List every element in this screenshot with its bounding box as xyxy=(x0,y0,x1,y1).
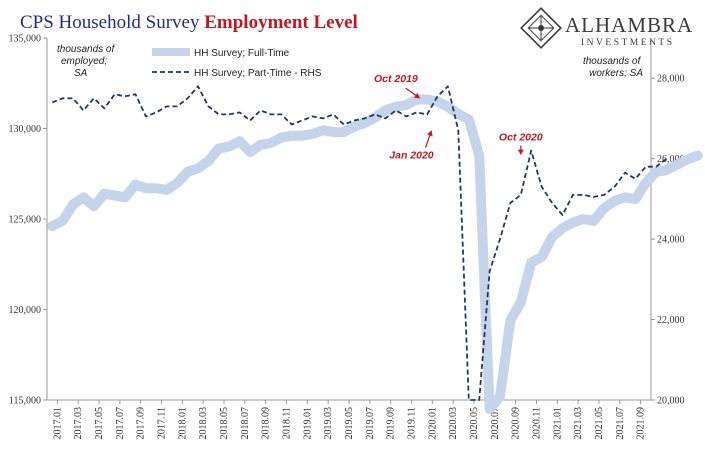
annotations: Oct 2019 Jan 2020 Oct 2020 xyxy=(374,73,543,161)
x-tick-label: 2021.05 xyxy=(594,407,605,440)
x-tick-label: 2017.03 xyxy=(73,407,84,440)
left-note-line-2: employed; xyxy=(61,56,107,67)
axis-ticks: 2017.01 2017.03 2017.05 2017.07 2017.09 2017.… xyxy=(9,34,685,440)
x-tick-label: 2020.05 xyxy=(469,407,480,440)
left-note-line-3: SA xyxy=(74,68,88,79)
logo-sub: INVESTMENTS xyxy=(581,38,674,48)
x-tick-label: 2020.01 xyxy=(427,407,438,440)
left-tick-label: 115,000 xyxy=(9,396,41,407)
right-axis-note: thousands of workers; SA xyxy=(583,56,643,79)
right-tick-label: 24,000 xyxy=(657,235,685,246)
x-tick-label: 2019.03 xyxy=(323,407,334,440)
left-tick-label: 120,000 xyxy=(9,305,42,316)
annotation-arrowhead xyxy=(414,92,420,99)
right-tick-label: 20,000 xyxy=(657,396,685,407)
x-tick-label: 2019.11 xyxy=(406,407,417,439)
x-tick-label: 2018.03 xyxy=(198,407,209,440)
x-tick-label: 2017.09 xyxy=(136,407,147,440)
x-tick-label: 2019.07 xyxy=(365,407,376,440)
x-tick-label: 2019.09 xyxy=(386,407,397,440)
x-tick-label: 2017.01 xyxy=(52,407,63,440)
annotation-label: Oct 2020 xyxy=(499,132,543,144)
right-tick-label: 22,000 xyxy=(657,315,685,326)
x-tick-label: 2021.03 xyxy=(573,407,584,440)
x-tick-label: 2018.05 xyxy=(219,407,230,440)
legend: HH Survey; Full-Time HH Survey; Part-Tim… xyxy=(152,48,322,79)
alhambra-diamond-icon xyxy=(520,7,562,49)
title-part-2: Employment Level xyxy=(204,12,358,33)
logo-name: ALHAMBRA xyxy=(565,13,693,37)
x-tick-label: 2020.11 xyxy=(531,407,542,439)
left-axis-note: thousands of employed; SA xyxy=(57,44,117,79)
right-note-line-2: workers; SA xyxy=(589,68,643,79)
right-tick-label: 28,000 xyxy=(657,74,685,85)
x-tick-label: 2021.09 xyxy=(636,407,647,440)
left-note-line-1: thousands of xyxy=(57,44,115,55)
x-tick-label: 2017.11 xyxy=(157,407,168,439)
annotation-arrowhead xyxy=(517,149,524,155)
right-tick-label: 26,000 xyxy=(657,154,685,165)
logo: ALHAMBRA INVESTMENTS xyxy=(520,7,693,49)
legend-label-part-time: HH Survey; Part-Time - RHS xyxy=(194,68,322,79)
left-tick-label: 135,000 xyxy=(9,34,42,45)
annotation-label: Oct 2019 xyxy=(374,73,418,85)
annotation-arrowhead xyxy=(426,130,433,137)
x-tick-label: 2021.07 xyxy=(615,407,626,440)
x-tick-label: 2017.07 xyxy=(115,407,126,440)
x-tick-label: 2018.11 xyxy=(282,407,293,439)
series xyxy=(47,85,703,415)
x-tick-label: 2020.07 xyxy=(490,407,501,440)
x-tick-label: 2017.05 xyxy=(94,407,105,440)
series-full-time-line xyxy=(47,94,703,415)
x-tick-label: 2019.05 xyxy=(344,407,355,440)
x-tick-label: 2019.01 xyxy=(302,407,313,440)
left-tick-label: 130,000 xyxy=(9,124,42,135)
annotation-label: Jan 2020 xyxy=(389,150,434,162)
legend-label-full-time: HH Survey; Full-Time xyxy=(194,48,290,59)
left-tick-label: 125,000 xyxy=(9,215,42,226)
x-tick-label: 2021.01 xyxy=(552,407,563,440)
x-tick-label: 2018.09 xyxy=(261,407,272,440)
title-part-1: CPS Household Survey xyxy=(20,12,204,33)
right-note-line-1: thousands of xyxy=(583,56,641,67)
x-tick-label: 2018.07 xyxy=(240,407,251,440)
chart-title: CPS Household Survey Employment Level xyxy=(20,12,358,33)
x-tick-label: 2018.01 xyxy=(177,407,188,440)
series-part-time-line xyxy=(51,85,668,401)
x-tick-label: 2020.09 xyxy=(511,407,522,440)
x-tick-label: 2020.03 xyxy=(448,407,459,440)
